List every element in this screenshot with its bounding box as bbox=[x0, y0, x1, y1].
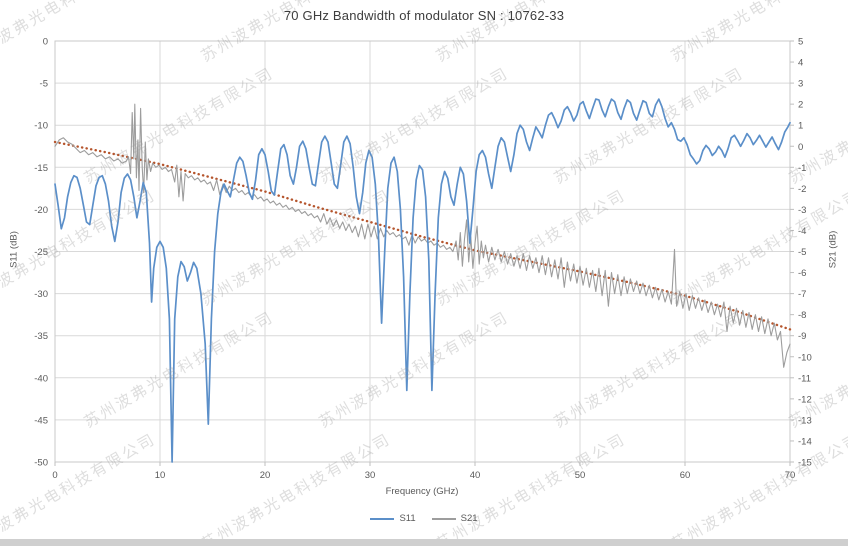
watermark-text: 苏州波弗光电科技有限公司 bbox=[198, 186, 394, 310]
y-tick-label-right: 0 bbox=[798, 142, 803, 153]
x-tick-label: 70 bbox=[785, 470, 796, 481]
y-tick-label-right: 5 bbox=[798, 37, 803, 48]
y-tick-label-right: -15 bbox=[798, 458, 812, 469]
legend-label-s21: S21 bbox=[460, 513, 478, 524]
watermark-text: 苏州波弗光电科技有限公司 bbox=[0, 186, 159, 310]
legend-item-s11: S11 bbox=[370, 513, 416, 524]
x-tick-label: 10 bbox=[155, 470, 166, 481]
y-tick-label-left: -45 bbox=[34, 415, 48, 426]
y-tick-label-right: -11 bbox=[798, 373, 811, 384]
y-tick-label-right: -12 bbox=[798, 394, 812, 405]
watermark-text: 苏州波弗光电科技有限公司 bbox=[433, 186, 629, 310]
y-tick-label-right: -7 bbox=[798, 289, 806, 300]
y-axis-title-right: S21 (dB) bbox=[827, 230, 839, 269]
y-tick-label-left: -10 bbox=[34, 121, 48, 132]
chart-legend: S11 S21 bbox=[0, 513, 848, 524]
x-axis-title: Frequency (GHz) bbox=[385, 486, 459, 497]
y-tick-label-right: 4 bbox=[798, 58, 803, 69]
y-tick-label-left: -5 bbox=[40, 79, 48, 90]
watermark-text: 苏州波弗光电科技有限公司 bbox=[81, 308, 277, 432]
x-tick-label: 50 bbox=[575, 470, 586, 481]
s11-curve bbox=[54, 98, 791, 463]
y-tick-label-left: -20 bbox=[34, 205, 48, 216]
watermark-text: 苏州波弗光电科技有限公司 bbox=[668, 430, 848, 546]
y-tick-label-left: -30 bbox=[34, 289, 48, 300]
y-tick-label-right: -1 bbox=[798, 163, 806, 174]
y-tick-label-right: -2 bbox=[798, 184, 806, 195]
y-tick-label-right: 3 bbox=[798, 79, 803, 90]
s21-curve bbox=[54, 103, 791, 368]
watermark-text: 苏州波弗光电科技有限公司 bbox=[316, 308, 512, 432]
y-tick-label-right: -10 bbox=[798, 352, 812, 363]
x-tick-label: 40 bbox=[470, 470, 481, 481]
watermark-text: 苏州波弗光电科技有限公司 bbox=[786, 64, 848, 188]
y-tick-label-left: -50 bbox=[34, 458, 48, 469]
y-tick-label-left: -25 bbox=[34, 247, 48, 258]
y-tick-label-right: -8 bbox=[798, 310, 806, 321]
y-tick-label-right: -6 bbox=[798, 268, 806, 279]
x-tick-label: 60 bbox=[680, 470, 691, 481]
y-tick-label-right: -5 bbox=[798, 247, 806, 258]
x-tick-label: 0 bbox=[52, 470, 57, 481]
y-tick-label-right: -14 bbox=[798, 436, 812, 447]
watermark-text: 苏州波弗光电科技有限公司 bbox=[0, 430, 159, 546]
y-tick-label-left: 0 bbox=[43, 37, 48, 48]
watermark-text: 苏州波弗光电科技有限公司 bbox=[668, 186, 848, 310]
photo-edge-strip bbox=[0, 539, 848, 546]
y-tick-label-left: -15 bbox=[34, 163, 48, 174]
chart-title: 70 GHz Bandwidth of modulator SN : 10762… bbox=[283, 8, 565, 23]
s21-legend-line-icon bbox=[431, 517, 456, 520]
y-tick-label-right: -13 bbox=[798, 415, 812, 426]
y-tick-label-right: -9 bbox=[798, 331, 806, 342]
y-axis-title-left: S11 (dB) bbox=[8, 231, 20, 268]
y-tick-label-left: -35 bbox=[34, 331, 48, 342]
legend-item-s21: S21 bbox=[431, 513, 478, 524]
watermark-text: 苏州波弗光电科技有限公司 bbox=[786, 308, 848, 432]
y-tick-label-right: -4 bbox=[798, 226, 806, 237]
legend-label-s11: S11 bbox=[399, 513, 416, 524]
x-tick-label: 20 bbox=[260, 470, 271, 481]
x-tick-label: 30 bbox=[365, 470, 376, 481]
y-tick-label-right: -3 bbox=[798, 205, 806, 216]
s11-legend-line-icon bbox=[370, 517, 395, 520]
y-tick-label-right: 2 bbox=[798, 100, 803, 111]
y-tick-label-right: 1 bbox=[798, 121, 803, 132]
y-tick-label-left: -40 bbox=[34, 373, 48, 384]
